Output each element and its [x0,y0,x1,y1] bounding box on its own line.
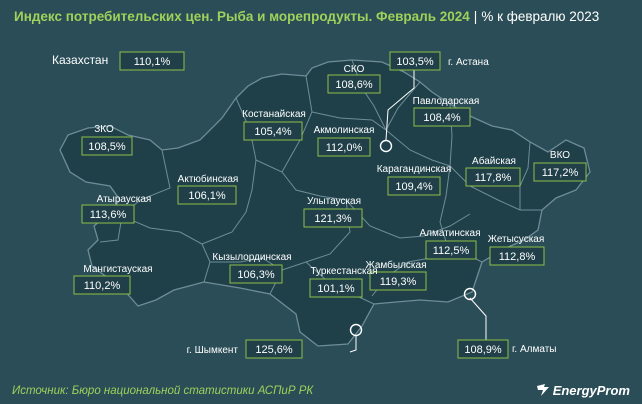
region-name-karaganda: Карагандинская [377,164,452,175]
region-label-ulytau: Улытауская 121,3% [303,196,363,228]
region-label-sko: СКО 108,6% [327,64,381,94]
region-label-astana: г. Астана 103,5% [389,51,489,71]
value-box-ulytau [303,208,363,228]
region-value-shymkent: 125,6% [255,344,293,356]
title-separator: | [473,9,478,24]
region-label-zko: ЗКО 108,5% [81,124,133,156]
region-value-almaty: 108,9% [464,344,502,356]
value-box-zko [81,136,133,156]
region-name-shymkent: г. Шымкент [187,345,239,356]
energyprom-logo: EnergyProm [536,383,630,398]
region-label-almaty_reg: Алматинская 112,5% [420,228,481,260]
region-value-mangystau: 110,2% [84,280,121,292]
value-box-shymkent [245,339,303,359]
region-name-atyrau: Атырауская [97,194,152,205]
value-box-zhambyl [369,271,427,291]
region-label-shymkent: г. Шымкент 125,6% [187,339,303,359]
value-box-vko [533,162,587,182]
region-name-zko: ЗКО [94,124,114,135]
region-value-zhetysu: 112,8% [499,251,536,263]
value-box-almaty_reg [425,240,477,260]
region-name-almaty: г. Алматы [512,344,556,355]
region-name-ulytau: Улытауская [307,196,361,207]
region-label-pavlodar: Павлодарская 108,4% [413,96,480,127]
value-box-aktobe [177,185,237,205]
region-label-atyrau: Атырауская 113,6% [81,194,152,224]
value-box-abay [465,167,521,187]
region-value-karaganda: 109,4% [395,181,433,193]
region-name-abay: Абайская [472,155,516,167]
value-box-pavlodar [413,107,471,127]
region-label-zhambyl: Жамбылская 119,3% [366,259,427,291]
logo-text: EnergyProm [552,383,630,398]
footer-bar: Источник: Бюро национальной статистики А… [0,380,642,404]
value-box-kostanay [243,121,303,141]
region-value-zko: 108,5% [88,141,126,153]
title-text: Индекс потребительских цен. Рыба и мореп… [14,9,470,24]
map-title: Индекс потребительских цен. Рыба и мореп… [14,9,599,24]
region-value-ulytau: 121,3% [314,213,352,225]
region-value-kostanay: 105,4% [254,126,292,138]
region-label-abay: Абайская 117,8% [465,155,521,187]
region-label-vko: ВКО 117,2% [533,150,587,182]
region-value-kyzylorda: 106,3% [237,269,275,281]
region-name-zhetysu: Жетысуская [488,234,545,245]
region-name-akmola: Акмолинская [314,125,375,136]
region-label-zhetysu: Жетысуская 112,8% [488,234,545,266]
region-name-kyzylorda: Кызылординская [212,252,291,263]
region-value-almaty_reg: 112,5% [433,245,470,257]
leader-lines [349,70,487,353]
region-label-akmola: Акмолинская 112,0% [314,125,375,157]
value-box-astana [389,51,441,71]
value-box-country [119,51,185,71]
region-name-zhambyl: Жамбылская [366,259,427,271]
region-label-almaty: г. Алматы 108,9% [457,339,556,359]
region-name-country: Казахстан [52,53,108,67]
value-box-sko [327,74,381,94]
region-name-vko: ВКО [550,150,570,161]
region-name-sko: СКО [344,64,365,75]
energyprom-logo-icon [536,384,549,396]
region-name-kostanay: Костанайская [242,109,306,120]
astana-marker [379,139,393,153]
region-value-pavlodar: 108,4% [423,112,461,124]
region-label-kostanay: Костанайская 105,4% [242,109,306,141]
value-box-kyzylorda [229,264,283,284]
region-name-pavlodar: Павлодарская [413,96,480,107]
region-value-country: 110,1% [134,56,171,68]
value-box-akmola [317,137,371,157]
region-value-astana: 103,5% [396,56,434,68]
almaty-marker [463,287,477,301]
region-value-atyrau: 113,6% [90,209,127,221]
region-label-turkestan: Туркестанская 101,1% [309,266,378,298]
value-box-turkestan [309,278,363,298]
subtitle-text: % к февралю 2023 [481,9,600,24]
region-name-turkestan: Туркестанская [310,266,377,277]
value-box-zhetysu [489,246,545,266]
region-value-abay: 117,8% [475,172,512,184]
region-value-zhambyl: 119,3% [380,276,417,288]
region-value-vko: 117,2% [542,167,579,179]
region-value-aktobe: 106,1% [188,190,226,202]
region-name-mangystau: Мангистауская [83,264,152,275]
value-box-atyrau [81,204,135,224]
region-label-karaganda: Карагандинская 109,4% [377,164,452,196]
header-bar: Индекс потребительских цен. Рыба и мореп… [0,0,642,34]
region-value-sko: 108,6% [335,79,373,91]
region-name-aktobe: Актюбинская [178,173,239,185]
region-label-country: Казахстан 110,1% [52,51,185,71]
region-value-turkestan: 101,1% [317,283,355,295]
region-name-astana: г. Астана [448,57,489,68]
value-box-mangystau [73,275,131,295]
region-label-mangystau: Мангистауская 110,2% [73,264,153,295]
region-name-almaty_reg: Алматинская [420,228,481,239]
value-box-karaganda [387,176,441,196]
shymkent-marker [349,323,363,337]
region-value-akmola: 112,0% [326,142,363,154]
value-box-almaty [457,339,509,359]
region-label-kyzylorda: Кызылординская 106,3% [212,252,292,284]
source-text: Источник: Бюро национальной статистики А… [12,385,314,397]
region-label-aktobe: Актюбинская 106,1% [177,173,239,205]
